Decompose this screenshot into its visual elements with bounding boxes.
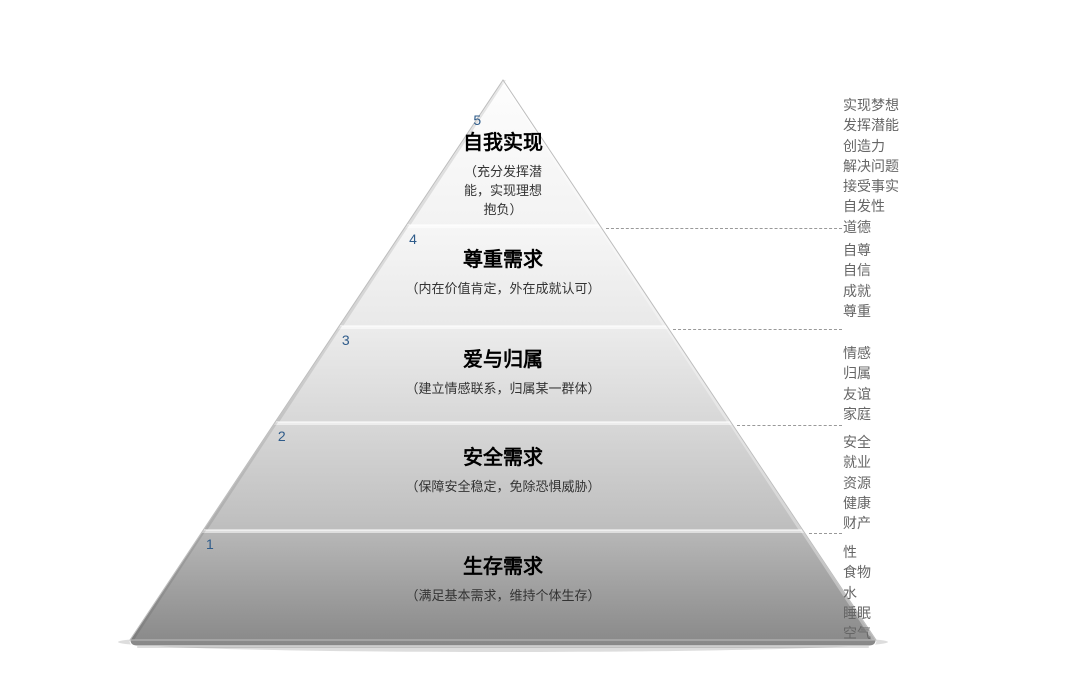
level-3-number: 3: [342, 332, 350, 348]
divider-dash-2: [809, 533, 842, 534]
level-2-note-4: 财产: [843, 513, 871, 533]
level-4-number: 4: [409, 231, 417, 247]
level-4-note-2: 成就: [843, 281, 871, 301]
level-4-title: 尊重需求: [392, 243, 613, 272]
level-4-text: 尊重需求 （内在价值肯定，外在成就认可）: [392, 243, 613, 297]
level-3-notes: 情感归属友谊家庭: [843, 343, 871, 424]
level-1-note-3: 睡眠: [843, 603, 871, 623]
level-2-note-0: 安全: [843, 432, 871, 452]
divider-dash-3: [737, 425, 842, 426]
level-1-subtitle: （满足基本需求，维持个体生存）: [217, 585, 789, 604]
level-5-number: 5: [473, 112, 481, 128]
level-4-note-0: 自尊: [843, 240, 871, 260]
level-3-note-2: 友谊: [843, 384, 871, 404]
level-5-title: 自我实现: [462, 126, 544, 155]
level-1-title: 生存需求: [217, 550, 789, 579]
level-4-subtitle: （内在价值肯定，外在成就认可）: [392, 278, 613, 297]
level-3-note-3: 家庭: [843, 404, 871, 424]
level-1-note-1: 食物: [843, 562, 871, 582]
level-3-title: 爱与归属: [337, 343, 670, 372]
level-2-title: 安全需求: [279, 441, 727, 470]
level-5-note-3: 解决问题: [843, 156, 899, 176]
level-1-notes: 性食物水睡眠空气: [843, 542, 871, 643]
level-2-number: 2: [278, 428, 286, 444]
level-3-text: 爱与归属 （建立情感联系，归属某一群体）: [337, 343, 670, 397]
level-3-subtitle: （建立情感联系，归属某一群体）: [337, 378, 670, 397]
level-4-note-3: 尊重: [843, 301, 871, 321]
level-5-notes: 实现梦想发挥潜能创造力解决问题接受事实自发性道德: [843, 95, 899, 237]
level-2-text: 安全需求 （保障安全稳定，免除恐惧威胁）: [279, 441, 727, 495]
level-4-note-1: 自信: [843, 260, 871, 280]
level-4-notes: 自尊自信成就尊重: [843, 240, 871, 321]
level-5-note-1: 发挥潜能: [843, 115, 899, 135]
level-1-note-0: 性: [843, 542, 871, 562]
level-1-note-4: 空气: [843, 623, 871, 643]
level-5-note-4: 接受事实: [843, 176, 899, 196]
level-2-note-3: 健康: [843, 493, 871, 513]
level-5-note-5: 自发性: [843, 196, 899, 216]
level-5-note-2: 创造力: [843, 136, 899, 156]
level-1-number: 1: [206, 536, 214, 552]
level-5-text: 自我实现 （充分发挥潜能，实现理想抱负）: [462, 126, 544, 218]
level-2-subtitle: （保障安全稳定，免除恐惧威胁）: [279, 476, 727, 495]
level-2-note-2: 资源: [843, 473, 871, 493]
level-3-note-0: 情感: [843, 343, 871, 363]
level-5-subtitle: （充分发挥潜能，实现理想抱负）: [462, 161, 544, 218]
diagram-stage: 自我实现（充分发挥潜能，实现理想抱负）5实现梦想发挥潜能创造力解决问题接受事实自…: [0, 0, 1080, 674]
divider-dash-4: [673, 329, 842, 330]
level-1-note-2: 水: [843, 583, 871, 603]
divider-dash-5: [606, 228, 842, 229]
level-5-note-0: 实现梦想: [843, 95, 899, 115]
level-3-note-1: 归属: [843, 363, 871, 383]
level-5-note-6: 道德: [843, 217, 899, 237]
level-2-note-1: 就业: [843, 452, 871, 472]
level-2-notes: 安全就业资源健康财产: [843, 432, 871, 533]
level-1-text: 生存需求 （满足基本需求，维持个体生存）: [217, 550, 789, 604]
